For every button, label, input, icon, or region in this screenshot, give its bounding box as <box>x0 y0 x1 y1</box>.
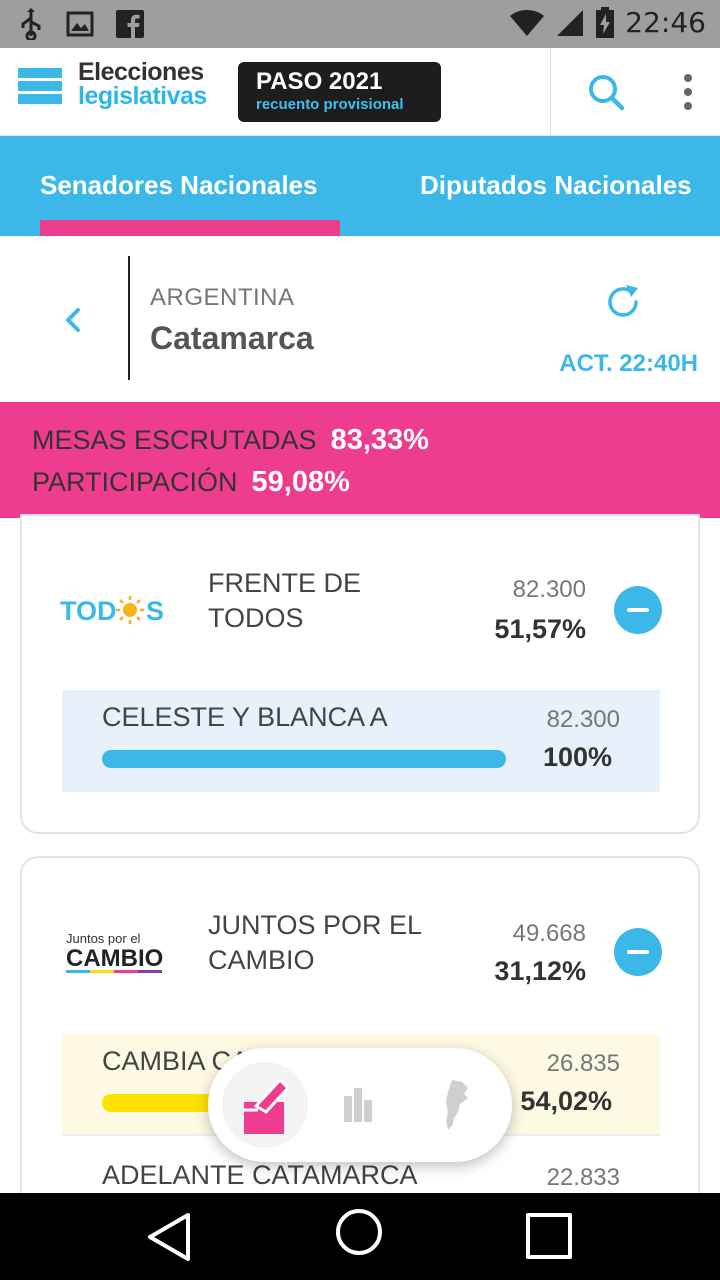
list-votes: 82.300 <box>546 706 620 733</box>
participacion-label: PARTICIPACIÓN <box>32 467 238 497</box>
list-percentage: 54,02% <box>520 1086 612 1116</box>
floating-nav <box>208 1048 512 1162</box>
status-bar: 22:46 <box>0 0 720 48</box>
battery-charging-icon <box>596 6 615 38</box>
usb-icon <box>21 8 41 40</box>
todos-logo-icon: TOD S <box>60 596 164 626</box>
list-name: CELESTE Y BLANCA A <box>102 702 388 732</box>
facebook-icon <box>116 10 144 38</box>
list-votes: 22.833 <box>546 1164 620 1191</box>
party-card-juntos-por-el-cambio: Juntos por el CAMBIO JUNTOS POR EL CAMBI… <box>20 856 700 1216</box>
signal-icon <box>557 9 584 36</box>
party-logo-cambio: Juntos por el CAMBIO <box>60 930 172 974</box>
logo-line1: Elecciones <box>78 58 204 86</box>
location-bar: ARGENTINA Catamarca ACT. 22:40H <box>0 236 720 402</box>
flag-logo-icon <box>18 68 62 104</box>
tab-bar: Senadores Nacionales Diputados Nacionale… <box>0 136 720 236</box>
stats-banner: MESAS ESCRUTADAS 83,33% PARTICIPACIÓN 59,0… <box>0 402 720 518</box>
list-percentage: 100% <box>542 742 612 772</box>
svg-text:TOD: TOD <box>60 596 117 626</box>
list-votes: 26.835 <box>546 1050 620 1077</box>
logo-line2: legislativas <box>78 82 207 110</box>
tab-senadores[interactable]: Senadores Nacionales <box>40 170 318 200</box>
list-row: CELESTE Y BLANCA A 82.300 100% <box>62 690 660 792</box>
progress-fill <box>102 750 506 768</box>
mesas-label: MESAS ESCRUTADAS <box>32 425 317 455</box>
tab-diputados[interactable]: Diputados Nacionales <box>420 170 692 200</box>
back-triangle-icon[interactable] <box>146 1211 194 1263</box>
image-icon <box>66 11 94 37</box>
location-province: Catamarca <box>150 320 314 356</box>
progress-bar <box>102 750 506 768</box>
more-vertical-icon[interactable] <box>676 70 700 114</box>
party-name: JUNTOS POR EL CAMBIO <box>208 910 422 975</box>
party-logo-todos: TOD S <box>60 590 172 630</box>
party-name: FRENTE DE TODOS <box>208 568 362 633</box>
chevron-left-icon[interactable] <box>58 302 88 338</box>
mesas-value: 83,33% <box>330 424 429 456</box>
collapse-icon[interactable] <box>614 586 662 634</box>
last-updated: ACT. 22:40H <box>559 350 698 377</box>
logo-big-text: CAMBIO <box>66 945 163 972</box>
clock: 22:46 <box>625 6 706 39</box>
bar-chart-icon[interactable] <box>338 1084 378 1124</box>
participacion-value: 59,08% <box>251 466 350 498</box>
argentina-map-icon[interactable] <box>438 1078 474 1132</box>
list-name: ADELANTE CATAMARCA <box>102 1160 418 1190</box>
badge-title: PASO 2021 <box>256 68 383 95</box>
participacion-row: PARTICIPACIÓN 59,08% <box>32 466 350 499</box>
ballot-box-icon <box>244 1077 291 1134</box>
header-divider <box>550 48 551 136</box>
vote-nav-button[interactable] <box>222 1062 308 1148</box>
system-nav-bar <box>0 1193 720 1280</box>
collapse-icon[interactable] <box>614 928 662 976</box>
paso-badge: PASO 2021 recuento provisional <box>238 62 441 122</box>
mesas-row: MESAS ESCRUTADAS 83,33% <box>32 424 429 457</box>
location-country: ARGENTINA <box>150 284 295 311</box>
party-card-frente-de-todos: TOD S FRENTE DE TODOS 82.300 51,57% CELE… <box>20 514 700 834</box>
badge-subtitle: recuento provisional <box>256 96 404 113</box>
list-row: ADELANTE CATAMARCA 22.833 <box>62 1148 660 1214</box>
wifi-icon <box>510 9 545 36</box>
party-percentage: 51,57% <box>494 614 586 644</box>
party-votes: 49.668 <box>512 920 586 947</box>
recent-apps-icon[interactable] <box>526 1213 572 1259</box>
party-percentage: 31,12% <box>494 956 586 986</box>
logo-small-text: Juntos por el <box>66 931 141 946</box>
active-tab-indicator <box>40 220 340 236</box>
cambio-logo-icon: Juntos por el CAMBIO <box>66 931 163 973</box>
location-divider <box>128 256 130 380</box>
home-circle-icon[interactable] <box>336 1209 382 1255</box>
search-icon[interactable] <box>586 72 626 112</box>
svg-text:S: S <box>146 596 164 626</box>
party-votes: 82.300 <box>512 576 586 603</box>
app-header: Elecciones legislativas PASO 2021 recuen… <box>0 48 720 136</box>
app-logo[interactable]: Elecciones legislativas <box>78 58 207 110</box>
refresh-icon[interactable] <box>604 282 644 322</box>
